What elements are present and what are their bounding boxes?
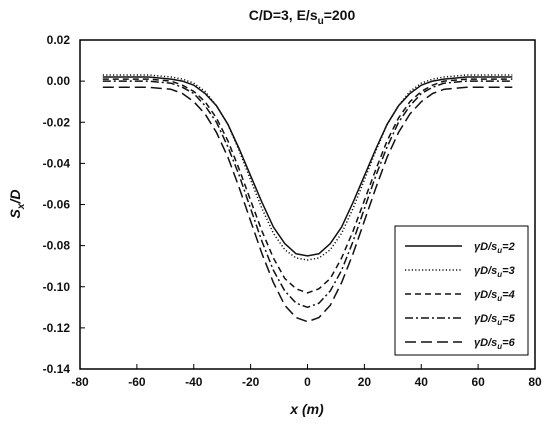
legend-label-3: γD/su=4 [474,289,515,303]
y-axis-label-tail: /D [7,190,23,205]
x-tick-label: -40 [185,375,203,389]
chart-title-main: C/D=3, E/s [249,7,318,23]
x-tick-label: 80 [528,375,542,389]
x-tick-label: 0 [304,375,311,389]
legend: γD/su=2 γD/su=3 γD/su=4 γD/su=5 γD/su=6 [394,225,529,356]
series-line-1 [102,76,513,257]
series-line-2 [102,74,513,261]
legend-label-4: γD/su=5 [474,313,516,327]
y-tick-label: 0.00 [47,74,71,88]
y-tick-label: -0.10 [43,280,71,294]
series-line-4 [102,80,513,309]
x-tick-label: -80 [71,375,89,389]
legend-label-2: γD/su=3 [474,265,515,279]
y-axis-label: Sx/D [7,190,27,219]
y-tick-label: -0.14 [43,362,71,376]
y-axis: 0.02 0.00 -0.02 -0.04 -0.06 -0.08 -0.10 -0.12 -0… [43,33,85,376]
legend-box [394,225,529,356]
chart-title-tail: =200 [324,7,356,23]
y-tick-label: -0.06 [43,198,71,212]
x-axis: -80 -60 -40 -20 0 20 40 60 80 [71,364,542,389]
x-tick-label: -60 [128,375,146,389]
x-tick-label: 40 [415,375,429,389]
y-axis-label-sub: x [16,203,27,210]
legend-label-5: γD/su=6 [474,337,516,351]
series-line-3 [102,78,513,294]
series-group [102,74,513,323]
x-axis-label: x (m) [289,401,324,417]
legend-label-1: γD/su=2 [474,241,515,255]
chart-title: C/D=3, E/su=200 [249,7,356,27]
y-tick-label: -0.02 [43,115,71,129]
y-tick-label: 0.02 [47,33,71,47]
y-tick-label: -0.04 [43,156,71,170]
chart-title-sub: u [318,16,324,27]
y-axis-label-main: S [7,208,23,218]
y-tick-label: -0.12 [43,321,71,335]
y-tick-label: -0.08 [43,239,71,253]
series-line-5 [102,86,513,323]
x-tick-label: 20 [358,375,372,389]
x-tick-label: 60 [471,375,485,389]
x-tick-label: -20 [242,375,260,389]
